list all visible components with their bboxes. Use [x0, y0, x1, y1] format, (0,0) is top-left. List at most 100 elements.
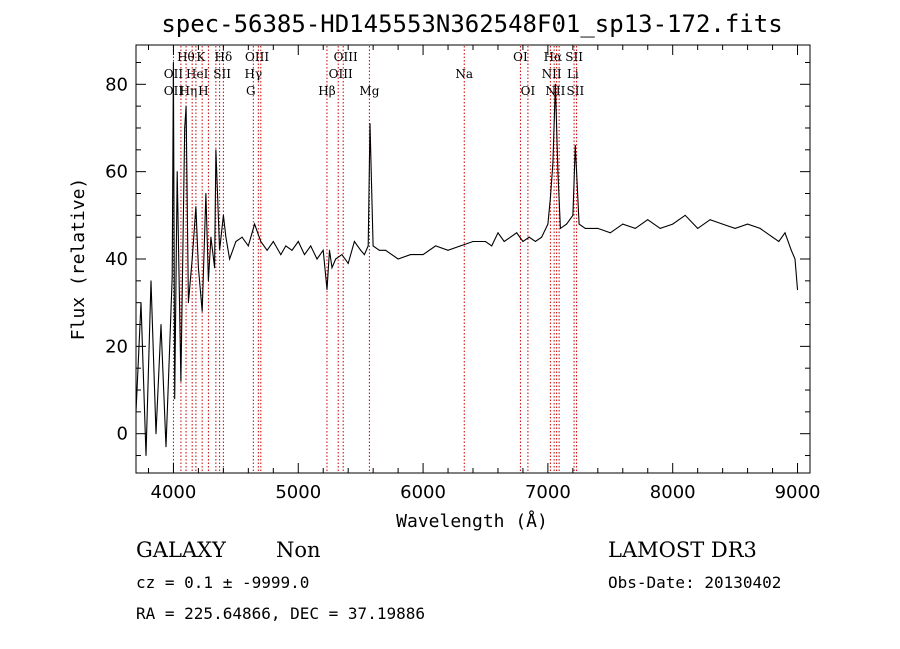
obs-date: Obs-Date: 20130402: [608, 573, 781, 592]
spectrum-point: [557, 171, 558, 172]
chart-title: spec-56385-HD145553N362548F01_sp13-172.f…: [161, 10, 782, 38]
spectrum-point: [198, 267, 199, 268]
spectrum-point: [778, 241, 779, 242]
spectrum-point: [174, 398, 175, 399]
spectrum-point: [785, 232, 786, 233]
spectrum-point: [575, 145, 576, 146]
marker-label: NII: [542, 67, 562, 81]
spectrum-point: [685, 215, 686, 216]
spectrum-point: [304, 254, 305, 255]
spectrum-point: [772, 237, 773, 238]
y-tick-label: 40: [105, 249, 128, 270]
spectrum-point: [208, 280, 209, 281]
spectrum-point: [145, 455, 146, 456]
plot-area: 4000 5000 6000 7000 8000 9000 0 20 40 60 80 Hθ K Hδ…: [105, 45, 820, 503]
y-axis-label: Flux (relative): [68, 178, 89, 341]
emission-line-markers: [173, 46, 576, 472]
spectrum-point: [552, 162, 553, 163]
spectrum-point: [360, 250, 361, 251]
spectrum-point: [491, 245, 492, 246]
spectrum-point: [298, 241, 299, 242]
y-tick-label: 60: [105, 162, 128, 183]
spectrum-point: [672, 224, 673, 225]
spectrum-point: [622, 224, 623, 225]
spectrum-point: [169, 346, 170, 347]
marker-label: Li: [567, 67, 579, 81]
spectrum-point: [635, 228, 636, 229]
marker-label: G: [246, 84, 256, 98]
marker-label: Mg: [359, 84, 379, 98]
spectrum-point: [335, 259, 336, 260]
marker-label: Hδ: [215, 50, 233, 64]
spectrum-point: [210, 237, 211, 238]
spectrum-point: [747, 224, 748, 225]
spectrum-point: [219, 250, 220, 251]
spectrum-point: [560, 228, 561, 229]
spectrum-point: [566, 224, 567, 225]
spectrum-point: [202, 311, 203, 312]
spectrum-point: [535, 241, 536, 242]
spectrum-point: [229, 259, 230, 260]
spectrum-point: [485, 241, 486, 242]
spectrum-point: [522, 241, 523, 242]
spectrum-point: [385, 250, 386, 251]
spectrum-point: [435, 245, 436, 246]
spectrum-point: [254, 224, 255, 225]
spectrum-point: [473, 241, 474, 242]
spectrum-point: [370, 123, 371, 124]
spectrum-point: [248, 245, 249, 246]
spectrum-point: [242, 237, 243, 238]
spectrum-point: [398, 259, 399, 260]
spectrum-point: [329, 250, 330, 251]
spectrum-point: [354, 241, 355, 242]
spectrum-point: [292, 250, 293, 251]
x-tick-label: 9000: [775, 482, 821, 503]
marker-label: Hθ: [177, 50, 195, 64]
object-subclass: Non: [276, 538, 321, 562]
spectrum-point: [223, 215, 224, 216]
spectrum-point: [195, 206, 196, 207]
spectrum-point: [323, 250, 324, 251]
marker-label: Hη: [180, 84, 198, 98]
marker-label: OIII: [329, 67, 353, 81]
x-tick-label: 6000: [400, 482, 446, 503]
spectrum-point: [373, 245, 374, 246]
spectrum-point: [348, 263, 349, 264]
spectrum-point: [795, 259, 796, 260]
spectrum-point: [460, 245, 461, 246]
y-tick-label: 80: [105, 74, 128, 95]
spectrum-point: [423, 254, 424, 255]
spectrum-point: [260, 241, 261, 242]
spectrum-point: [180, 381, 181, 382]
marker-label: OIII: [245, 50, 269, 64]
spectrum-point: [214, 267, 215, 268]
marker-label: OI: [513, 50, 528, 64]
marker-label: SII: [565, 50, 583, 64]
spectrum-point: [273, 241, 274, 242]
spectrum-point: [184, 127, 185, 128]
marker-label: H: [198, 84, 208, 98]
spectrum-point: [529, 237, 530, 238]
x-axis-label: Wavelength (Å): [396, 510, 548, 532]
marker-label: Hα: [544, 50, 563, 64]
spectrum-point: [341, 254, 342, 255]
spectrum-point: [225, 237, 226, 238]
spectrum-point: [610, 232, 611, 233]
spectrum-point: [192, 259, 193, 260]
spectrum-point: [326, 289, 327, 290]
marker-label: Hγ: [245, 67, 263, 81]
x-axis-ticks: 4000 5000 6000 7000 8000 9000: [148, 45, 820, 503]
plot-frame: [136, 45, 810, 473]
spectrum-point: [280, 254, 281, 255]
spectrum-point: [497, 232, 498, 233]
spectrum-point: [760, 228, 761, 229]
marker-label: NII: [545, 84, 565, 98]
y-tick-label: 0: [117, 424, 128, 445]
spectrum-point: [510, 237, 511, 238]
y-tick-label: 20: [105, 336, 128, 357]
spectrum-point: [177, 171, 178, 172]
spectrum-point: [722, 224, 723, 225]
x-tick-label: 7000: [525, 482, 571, 503]
spectrum-point: [647, 219, 648, 220]
